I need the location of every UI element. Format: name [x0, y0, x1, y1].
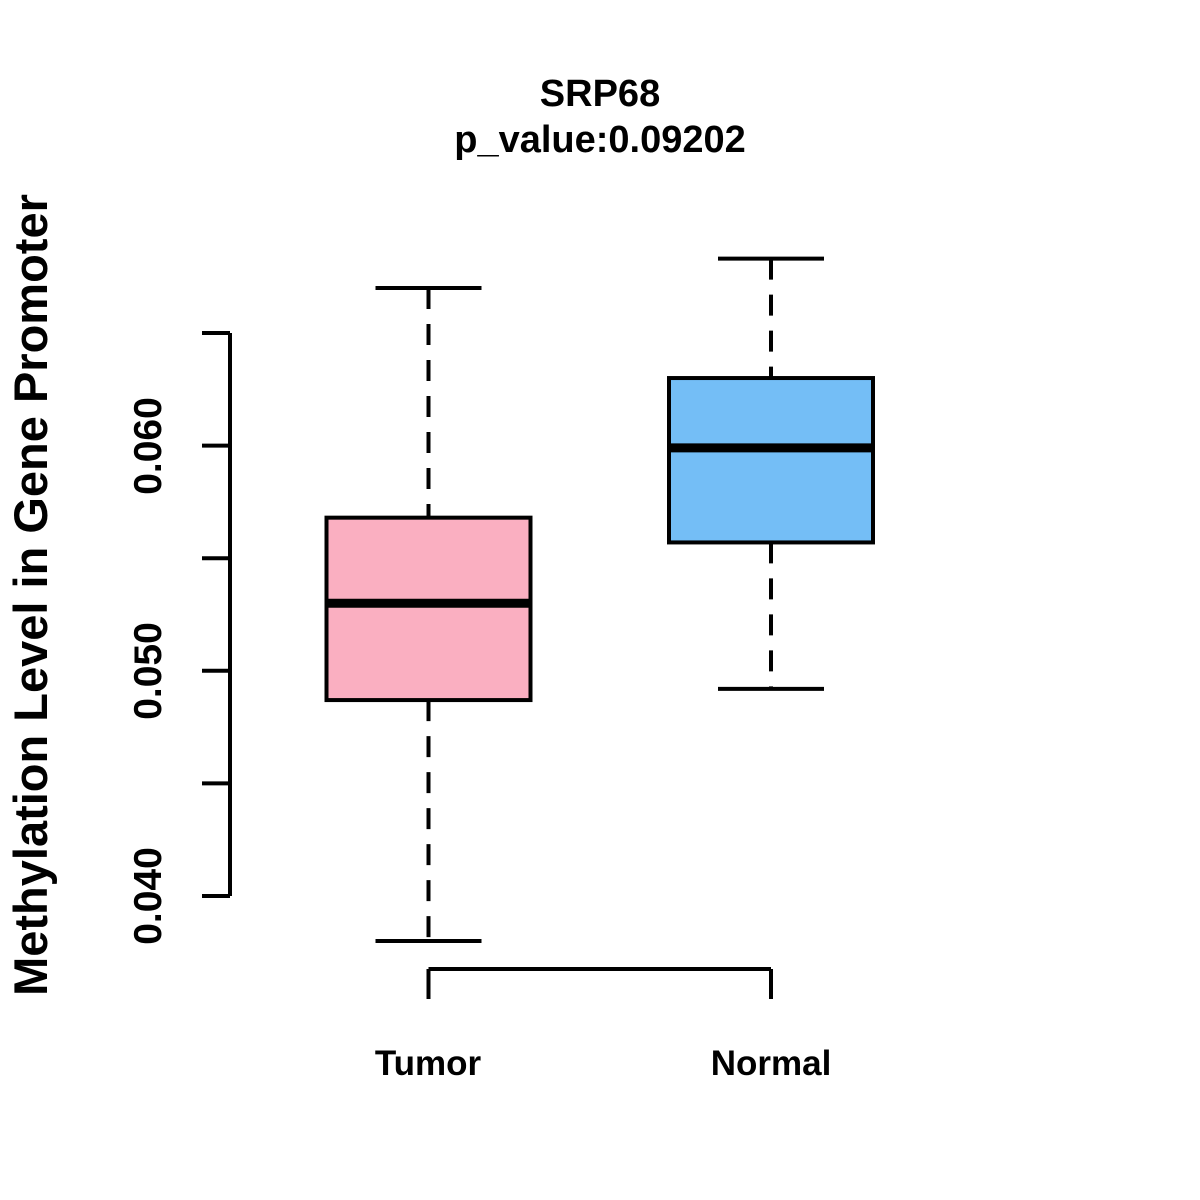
group-label-normal: Normal: [710, 1044, 832, 1083]
y-axis-title: Methylation Level in Gene Promoter: [4, 194, 57, 996]
iqr-box-tumor: [324, 515, 533, 703]
p-value-subtitle: p_value:0.09202: [454, 119, 746, 161]
group-label-tumor: Tumor: [374, 1044, 482, 1083]
chart-title: SRP68 p_value:0.09202: [454, 71, 746, 163]
gene-name-title: SRP68: [539, 73, 661, 115]
y-tick-label-0040: 0.040: [127, 847, 170, 945]
iqr-box-normal: [667, 376, 875, 545]
y-tick-label-0050: 0.050: [127, 622, 170, 720]
y-tick-label-0060: 0.060: [127, 397, 170, 495]
